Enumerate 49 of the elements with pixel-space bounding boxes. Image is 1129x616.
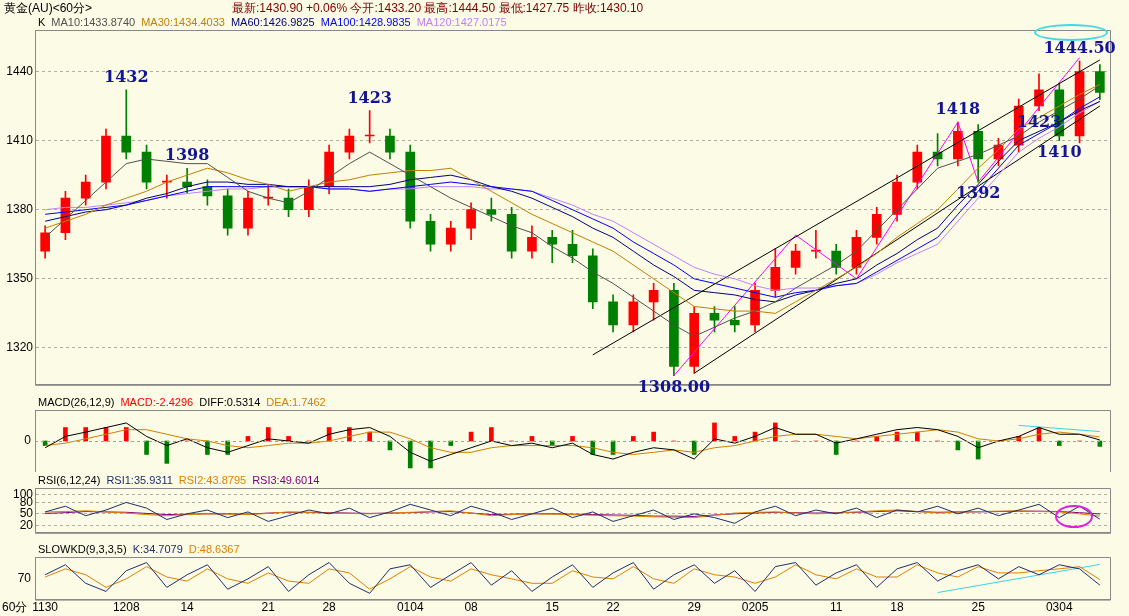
y-tick-label: 1380 <box>6 202 34 217</box>
x-tick-label: 14 <box>180 600 195 615</box>
x-tick-label: 21 <box>261 600 276 615</box>
series-label: K:34.7079 <box>132 543 183 555</box>
legend-title: RSI(6,12,24) <box>38 474 101 486</box>
x-tick-label: 15 <box>545 600 560 615</box>
x-tick-label: 29 <box>687 600 702 615</box>
chart-subtitle: 最新:1430.90 +0.06% 今开:1433.20 最高:1444.50 最低:1427.75 昨收:1430.10 <box>232 1 644 15</box>
text: MA120:1427.0175 <box>416 16 507 28</box>
y-tick-label: 1410 <box>6 132 34 147</box>
text: RSI3:49.6014 <box>252 474 320 486</box>
text: MA10:1433.8740 <box>51 16 136 28</box>
x-tick-label: 0205 <box>741 600 769 615</box>
annotation: 1418 <box>935 99 981 119</box>
x-tick-label: 0304 <box>1045 600 1073 615</box>
x-axis-title: 60分 <box>2 600 28 615</box>
annotation: 1432 <box>104 67 149 87</box>
text: MA100:1428.9835 <box>320 16 411 28</box>
x-tick-label: 28 <box>322 600 337 615</box>
legend-title: K <box>38 16 46 28</box>
x-tick-label: 0104 <box>396 600 424 615</box>
x-tick-label: 11 <box>829 600 843 615</box>
y-tick-label: 1320 <box>6 340 34 355</box>
annotation: 1308.00 <box>637 376 711 396</box>
x-tick-label: 08 <box>464 600 479 615</box>
text: DEA:1.7462 <box>266 396 326 408</box>
annotation: 1410 <box>1037 141 1082 161</box>
text: DIFF:0.5314 <box>199 396 261 408</box>
text: MA30:1434.4033 <box>141 16 225 28</box>
text: MA60:1426.9825 <box>230 16 315 28</box>
x-tick-label: 25 <box>971 600 986 615</box>
annotation: 1423 <box>347 87 392 107</box>
x-tick-label: 1130 <box>32 600 59 615</box>
x-tick-label: 22 <box>606 600 621 615</box>
y-tick-label: 1350 <box>6 271 34 286</box>
text: RSI2:43.8795 <box>178 474 247 486</box>
x-tick-label: 1208 <box>112 600 140 615</box>
annotation: 1398 <box>164 145 210 165</box>
annotation: 1444.50 <box>1043 38 1116 58</box>
chart-title: 黄金(AU)<60分> <box>4 1 93 15</box>
series-label: D:48.6367 <box>188 543 240 555</box>
text: 0 <box>24 433 32 448</box>
y-tick-label: 1440 <box>6 63 34 78</box>
series-label: MACD:-2.4296 <box>120 396 194 408</box>
text: 70 <box>17 570 32 585</box>
text: RSI1:35.9311 <box>106 474 173 486</box>
x-tick-label: 18 <box>890 600 905 615</box>
legend-title: MACD(26,12,9) <box>38 396 115 408</box>
legend-title: SLOWKD(9,3,3,5) <box>38 543 127 555</box>
